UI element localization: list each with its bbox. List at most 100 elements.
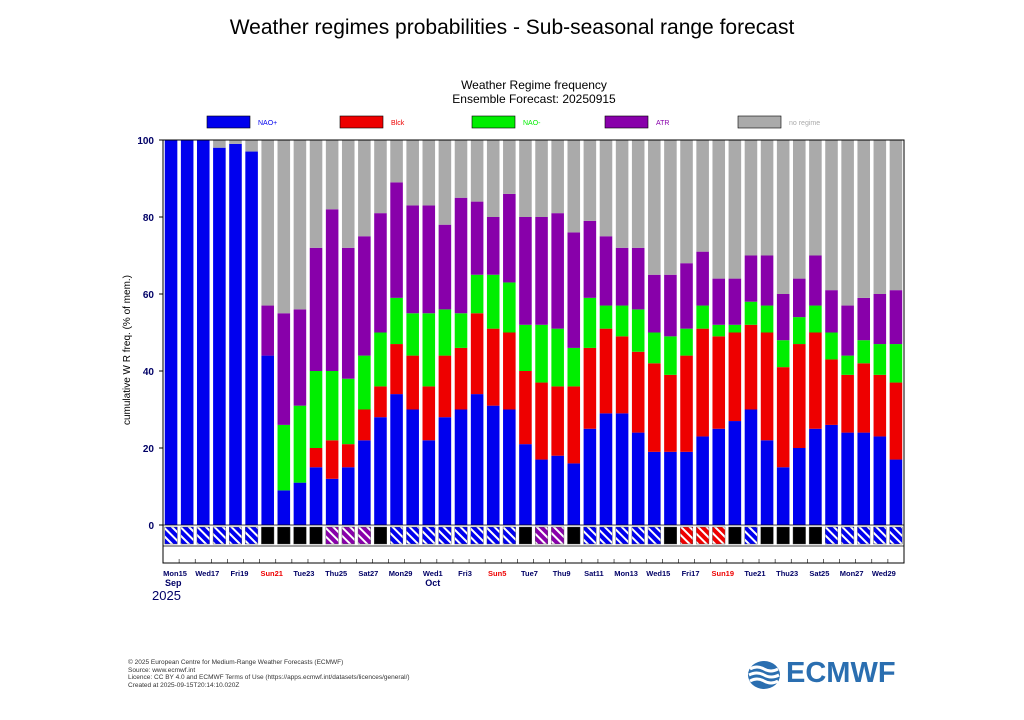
bar-segment bbox=[261, 305, 274, 356]
bar-segment bbox=[825, 424, 838, 525]
bar-segment bbox=[245, 140, 258, 152]
bar-segment bbox=[406, 409, 419, 525]
dominant-regime-marker bbox=[599, 526, 613, 545]
bar-segment bbox=[825, 332, 838, 360]
page-title: Weather regimes probabilities - Sub-seas… bbox=[229, 16, 795, 39]
bar-segment bbox=[889, 290, 903, 345]
bar-segment bbox=[599, 140, 613, 237]
bar-segment bbox=[454, 409, 468, 525]
bar-segment bbox=[793, 278, 806, 318]
bar-segment bbox=[760, 140, 774, 256]
bar-segment bbox=[341, 378, 355, 445]
bar-segment bbox=[245, 151, 258, 526]
bar-segment bbox=[293, 309, 307, 406]
bar-segment bbox=[503, 282, 516, 333]
bar-segment bbox=[841, 140, 854, 306]
bar-segment bbox=[470, 140, 484, 202]
bar-segment bbox=[503, 193, 516, 283]
bar-segment bbox=[213, 140, 226, 148]
legend-swatch bbox=[206, 115, 251, 129]
x-tick-label: Sun21 bbox=[260, 569, 283, 578]
bar-segment bbox=[760, 305, 774, 333]
y-tick-label: 100 bbox=[137, 136, 154, 147]
x-tick-label: Thu9 bbox=[553, 569, 571, 578]
x-tick-label: Fri17 bbox=[682, 569, 700, 578]
bar-segment bbox=[374, 332, 387, 387]
bar-segment bbox=[535, 459, 548, 525]
bar-segment bbox=[358, 409, 371, 441]
x-tick-label: Sat27 bbox=[358, 569, 378, 578]
legend-label: Blck bbox=[391, 120, 405, 127]
bar-segment bbox=[213, 147, 226, 525]
bar-segment bbox=[341, 140, 355, 248]
y-axis-label: cumulative W R freq. (% of mem.) bbox=[122, 275, 133, 425]
bar-segment bbox=[374, 386, 387, 418]
x-tick-label: Tue23 bbox=[293, 569, 314, 578]
bar-segment bbox=[551, 140, 564, 214]
ecmwf-logo[interactable]: ECMWF bbox=[746, 657, 906, 692]
bar-segment bbox=[422, 313, 436, 387]
dominant-regime-marker bbox=[325, 526, 339, 545]
bar-segment bbox=[180, 140, 194, 525]
bar-segment bbox=[583, 297, 597, 348]
y-tick-label: 40 bbox=[143, 367, 155, 378]
bar-segment bbox=[631, 351, 645, 433]
bar-segment bbox=[422, 440, 436, 525]
legend-label: NAO+ bbox=[258, 120, 277, 127]
bar-segment bbox=[229, 140, 242, 144]
bar-segment bbox=[486, 274, 500, 329]
bar-segment bbox=[567, 463, 581, 525]
bar-segment bbox=[696, 251, 709, 306]
bar-segment bbox=[261, 355, 274, 525]
footer: © 2025 European Centre for Medium-Range … bbox=[128, 659, 410, 689]
bar-segment bbox=[438, 224, 452, 310]
bar-segment bbox=[551, 328, 564, 387]
dominant-regime-marker bbox=[889, 526, 903, 545]
dominant-regime-marker bbox=[180, 526, 194, 545]
source-line: Source: www.ecmwf.int bbox=[128, 666, 196, 674]
dominant-regime-marker bbox=[583, 526, 597, 545]
y-tick-label: 20 bbox=[143, 444, 155, 455]
bar-segment bbox=[535, 382, 548, 460]
bar-segment bbox=[793, 344, 806, 448]
bar-segment bbox=[470, 274, 484, 314]
dominant-regime-marker bbox=[293, 526, 307, 545]
bar-segment bbox=[825, 140, 838, 291]
bar-segment bbox=[422, 386, 436, 441]
bar-segment bbox=[583, 140, 597, 221]
bar-segment bbox=[519, 324, 532, 371]
bar-segment bbox=[680, 355, 693, 452]
bar-segment bbox=[631, 140, 645, 248]
dominant-regime-marker bbox=[535, 526, 549, 545]
dominant-regime-marker bbox=[792, 526, 806, 545]
x-tick-label: Wed17 bbox=[195, 569, 219, 578]
bar-segment bbox=[503, 409, 516, 525]
bar-segment bbox=[809, 305, 822, 333]
bars-group bbox=[164, 140, 903, 526]
year-label: 2025 bbox=[152, 588, 181, 603]
bar-segment bbox=[648, 332, 661, 364]
x-tick-label: Wed1 bbox=[423, 569, 443, 578]
bar-segment bbox=[583, 347, 597, 429]
bar-segment bbox=[503, 332, 516, 410]
dominant-regime-marker bbox=[245, 526, 259, 545]
bar-segment bbox=[277, 140, 291, 314]
bar-segment bbox=[341, 444, 355, 468]
dominant-regime-marker bbox=[825, 526, 838, 545]
x-tick-label: Fri3 bbox=[458, 569, 472, 578]
bar-segment bbox=[325, 140, 339, 210]
y-tick-label: 0 bbox=[148, 521, 154, 532]
bar-segment bbox=[406, 313, 419, 356]
bar-segment bbox=[486, 217, 500, 275]
bar-segment bbox=[696, 436, 709, 525]
dominant-regime-marker bbox=[760, 526, 774, 545]
bar-segment bbox=[776, 367, 790, 468]
bar-segment bbox=[293, 482, 307, 525]
x-tick-label: Tue21 bbox=[744, 569, 765, 578]
x-tick-label: Sat11 bbox=[584, 569, 604, 578]
bar-segment bbox=[519, 217, 532, 325]
bar-segment bbox=[358, 355, 371, 410]
chart-subtitle: Ensemble Forecast: 20250915 bbox=[452, 92, 616, 106]
bar-segment bbox=[889, 140, 903, 291]
bar-segment bbox=[374, 417, 387, 525]
